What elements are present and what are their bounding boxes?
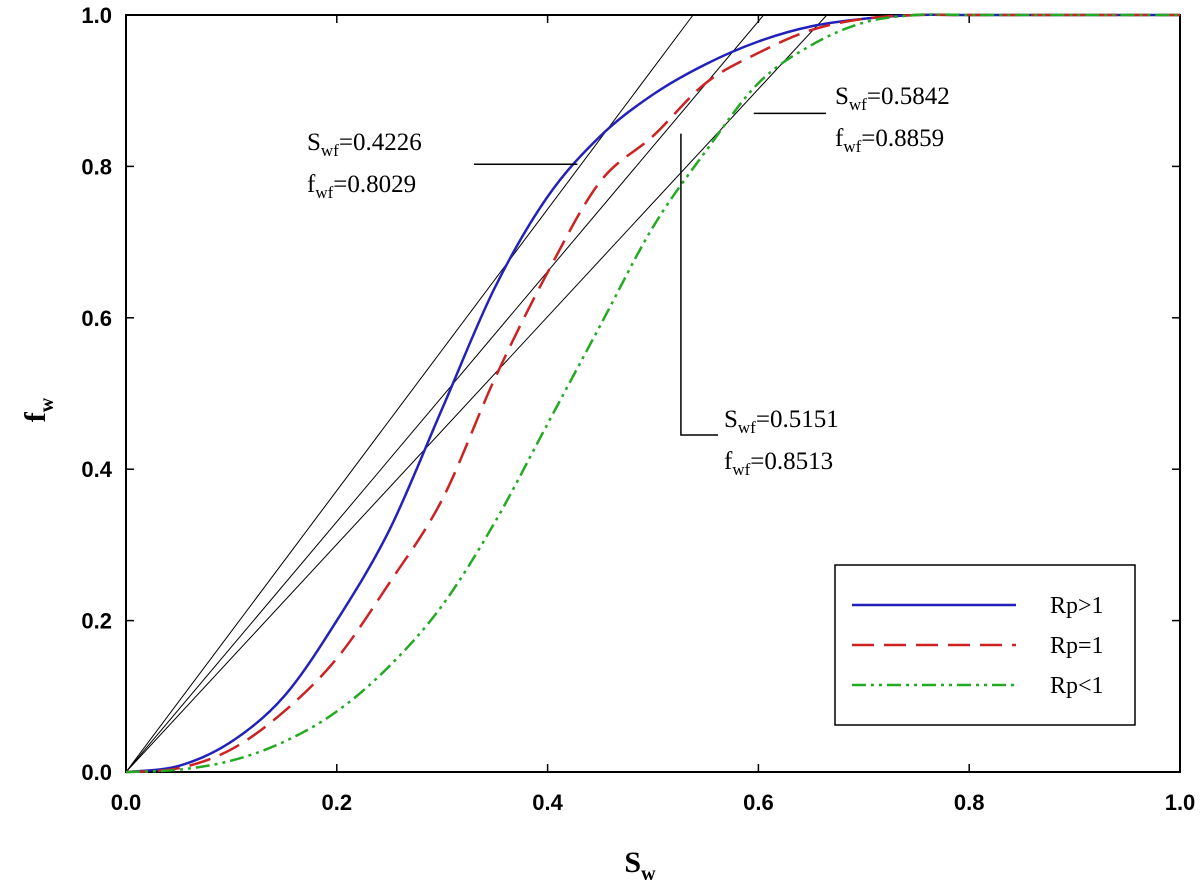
tangent-lines [125, 14, 828, 773]
x-tick-label: 0.0 [111, 790, 142, 815]
y-axis-title: fw [19, 397, 58, 422]
y-tick-label: 0.4 [81, 457, 112, 482]
x-tick-label: 0.8 [954, 790, 985, 815]
annotation-leader-3 [680, 133, 718, 436]
y-tick-label: 0.8 [81, 154, 112, 179]
y-tick-label: 0.0 [81, 760, 112, 785]
annotation-swf-3: Swf=0.5151 [724, 406, 839, 437]
annotation-swf-2: Swf=0.5842 [835, 83, 950, 114]
tangent-line [125, 14, 694, 773]
y-tick-label: 0.6 [81, 306, 112, 331]
legend-label-rp-eq-1: Rp=1 [1050, 633, 1104, 659]
tangent-line [125, 14, 828, 773]
series-lines [125, 13, 1180, 774]
y-tick-label: 0.2 [81, 609, 112, 634]
y-tick-label: 1.0 [81, 3, 112, 28]
legend-label-rp-lt-1: Rp<1 [1050, 673, 1104, 699]
plot-frame [125, 14, 1181, 773]
x-tick-label: 0.6 [743, 790, 774, 815]
annotation-leaders [474, 112, 826, 436]
legend-label-rp-gt-1: Rp>1 [1050, 593, 1104, 619]
x-tick-label: 0.4 [532, 790, 563, 815]
annotation-swf-1: Swf=0.4226 [307, 129, 422, 160]
axis-ticks: 0.0 0.2 0.4 0.6 0.8 1.0 0.0 0.2 0.4 0.6 0.8 1.0 [81, 3, 1195, 815]
x-axis-title: Sw [624, 846, 656, 885]
series-line-2 [125, 13, 1180, 774]
x-tick-label: 0.2 [322, 790, 353, 815]
annotation-fwf-2: fwf=0.8859 [835, 125, 944, 156]
x-tick-label: 1.0 [1165, 790, 1196, 815]
annotation-fwf-1: fwf=0.8029 [307, 171, 416, 202]
legend: Rp>1 Rp=1 Rp<1 [834, 564, 1136, 726]
tangent-line [125, 14, 765, 773]
annotation-fwf-3: fwf=0.8513 [724, 448, 833, 479]
